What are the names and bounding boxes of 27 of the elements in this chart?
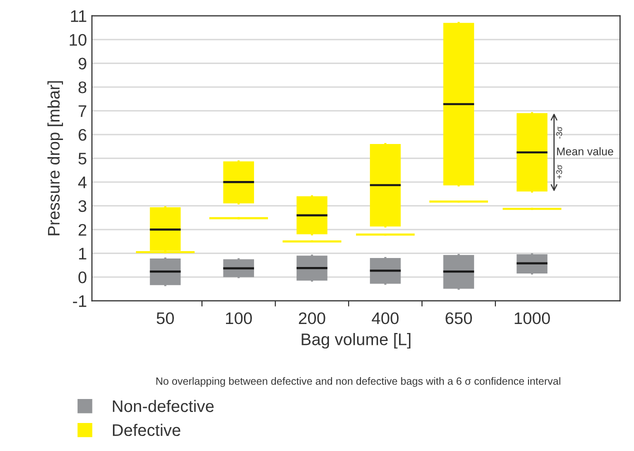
x-axis-title: Bag volume [L]	[302, 333, 410, 349]
x-tick-label: 100	[226, 312, 252, 324]
annotation: Mean value	[557, 147, 614, 156]
y-tick-label: 9	[78, 58, 86, 70]
annotation: -3σ	[556, 126, 562, 139]
y-tick-label: 0	[78, 271, 86, 284]
y-tick-label: 3	[78, 200, 86, 212]
x-tick-label: 200	[298, 312, 326, 324]
x-tick-label: 400	[372, 312, 399, 324]
y-tick-label: 6	[78, 128, 86, 141]
y-tick-label: 8	[78, 81, 86, 94]
y-tick-label: 10	[70, 34, 86, 46]
y-axis-title: Pressure drop [mbar]	[47, 81, 63, 236]
x-tick-label: 650	[446, 312, 472, 324]
y-tick-label: -1	[72, 295, 86, 307]
legend-label: Non-defective	[112, 400, 214, 412]
x-tick-label: 1000	[514, 312, 550, 324]
y-tick-label: 1	[79, 248, 86, 260]
y-tick-label: 2	[78, 224, 86, 236]
y-tick-label: 4	[78, 176, 87, 188]
text: No overlapping between defective and non defective bags with a 6 σ confidence interval	[156, 377, 560, 387]
y-tick-label: 5	[78, 152, 86, 165]
y-tick-label: 11	[71, 10, 86, 22]
legend-label: Defective	[112, 424, 180, 436]
annotation: +3σ	[556, 164, 562, 179]
y-tick-label: 7	[78, 105, 86, 117]
x-tick-label: 50	[156, 312, 174, 324]
